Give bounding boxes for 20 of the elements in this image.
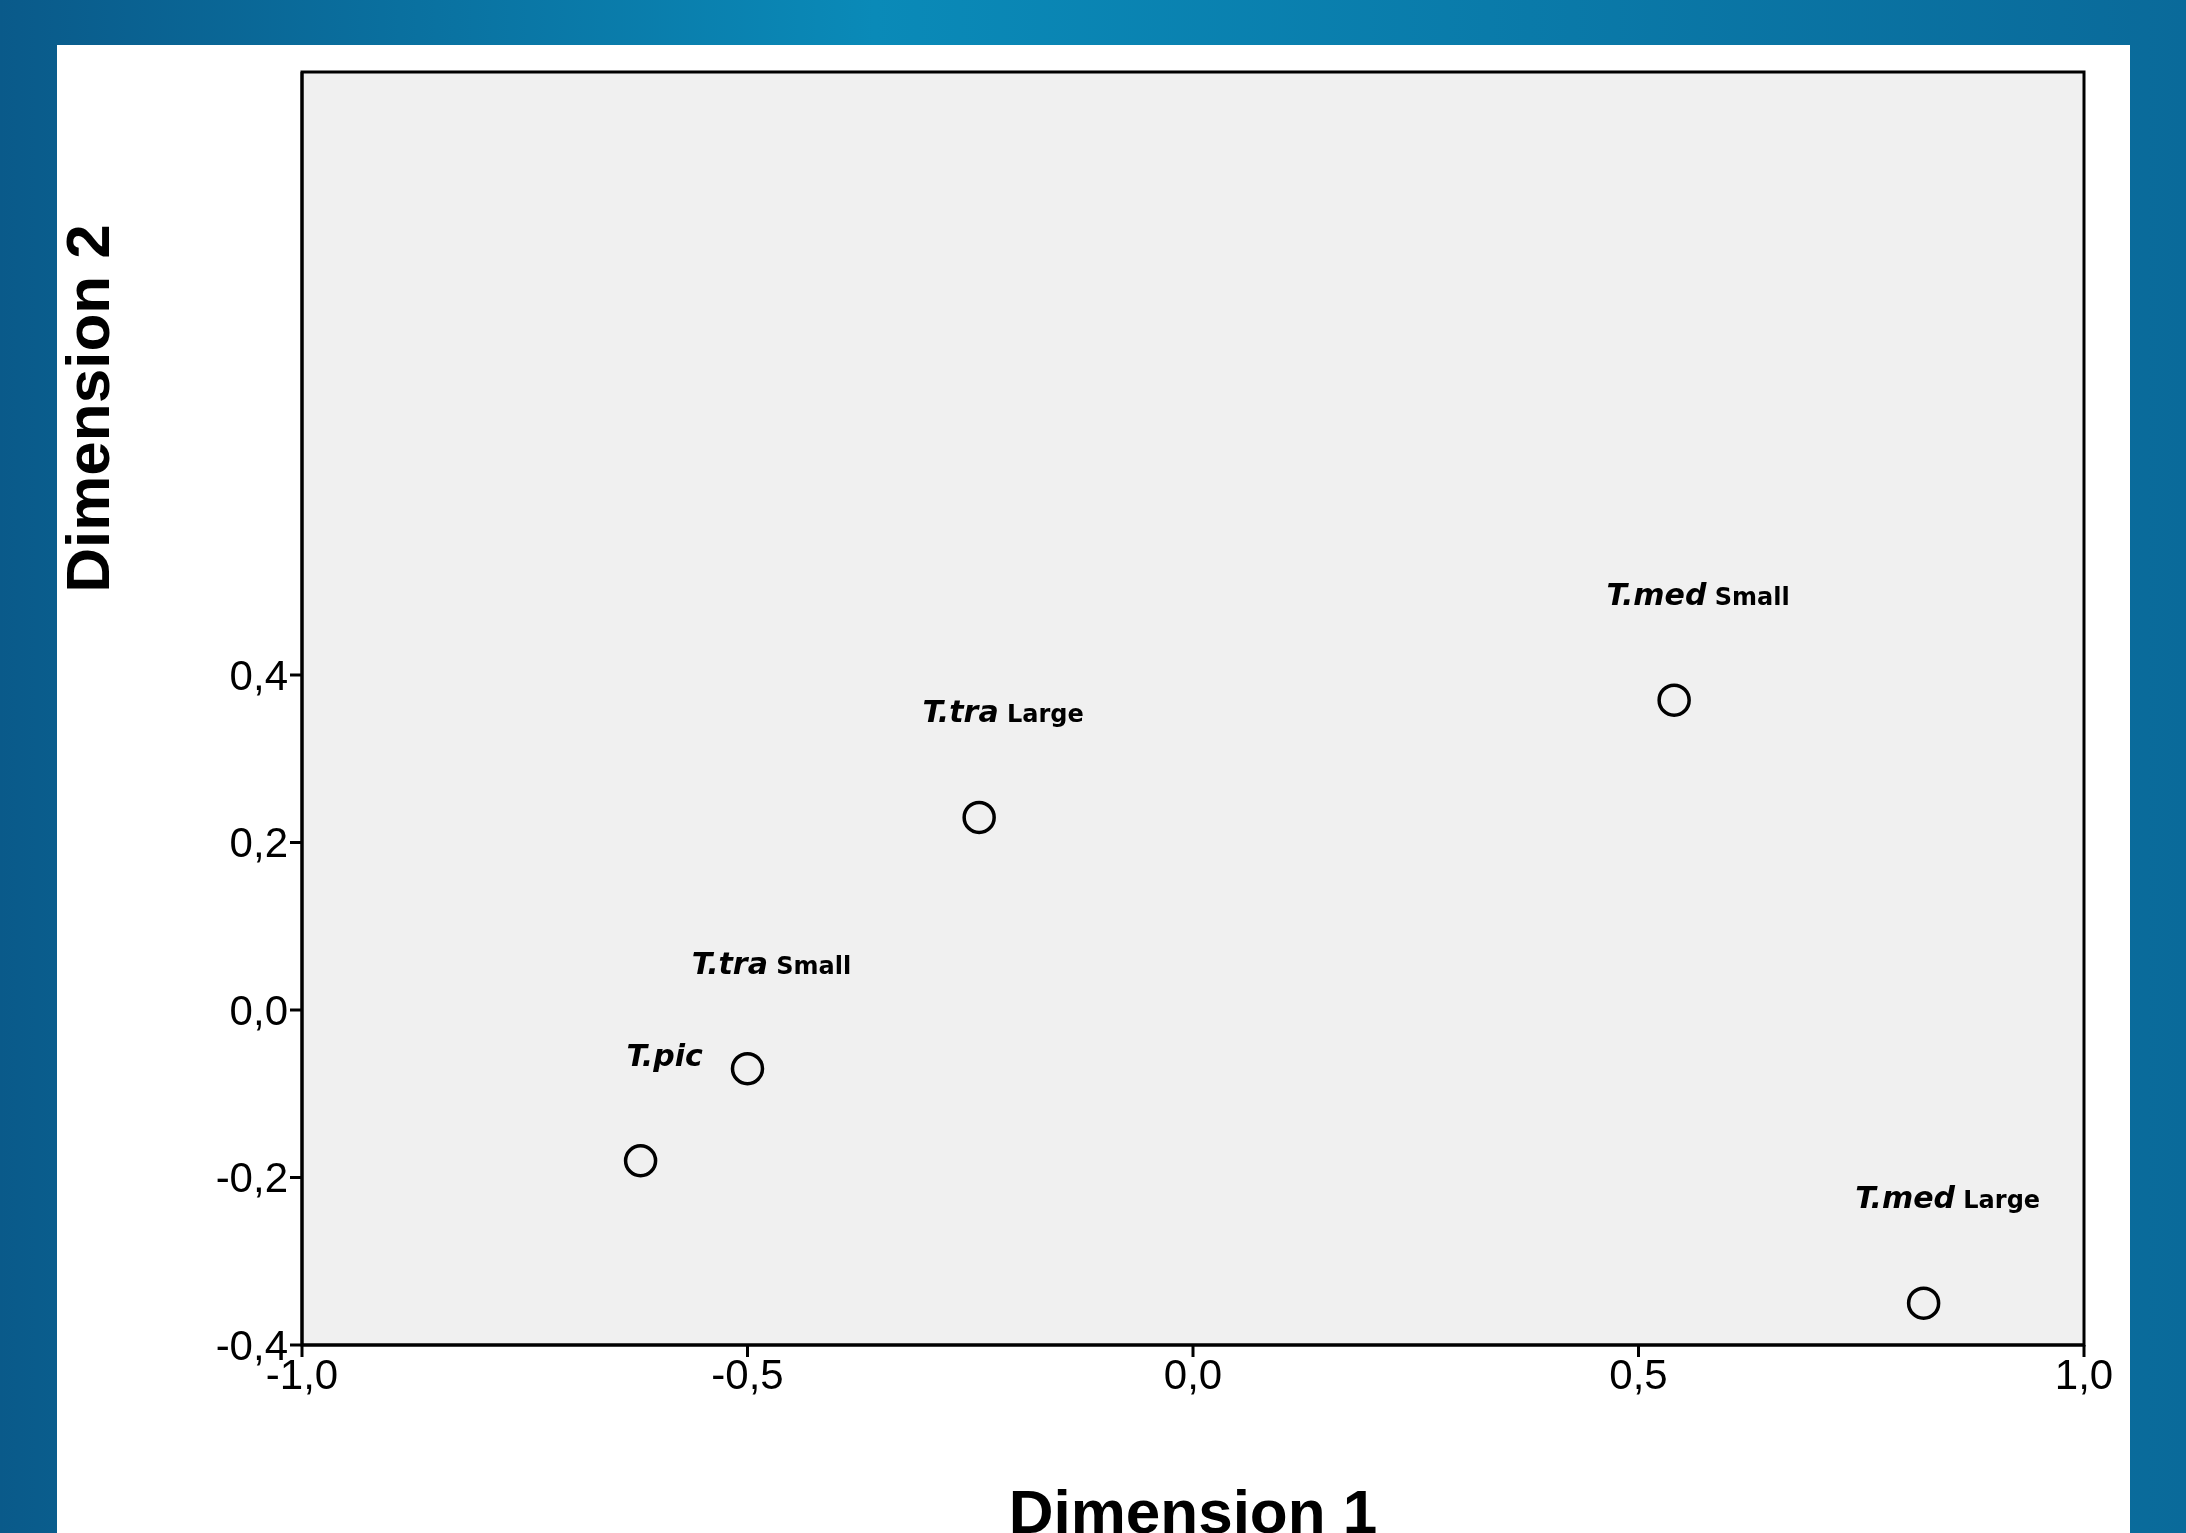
annotation: T.tra Small	[691, 945, 852, 981]
point	[1657, 683, 1691, 717]
y-tick-label: 0,0	[229, 986, 288, 1034]
x-tick-label: 0,5	[1609, 1350, 1668, 1398]
point	[623, 1144, 658, 1178]
point	[1906, 1286, 1941, 1320]
x-tick-label: 0,0	[1163, 1350, 1223, 1398]
annotation: T.pic	[626, 1037, 703, 1073]
point	[962, 800, 996, 835]
x-tick-label: 1,0	[2054, 1350, 2114, 1398]
y-tick-label: 0,2	[229, 819, 288, 867]
y-tick-label: 0,4	[229, 651, 288, 699]
annotation: T.med Large	[1855, 1180, 2041, 1216]
x-tick-label: -0,5	[711, 1350, 784, 1398]
y-tick-label: -0,2	[215, 1154, 288, 1202]
annotation: T.med Small	[1606, 577, 1790, 613]
y-axis-title: Dimension 2	[53, 224, 123, 593]
point	[730, 1051, 765, 1086]
annotation: T.tra Large	[922, 694, 1084, 730]
x-axis-title: Dimension 1	[1008, 1477, 1378, 1533]
